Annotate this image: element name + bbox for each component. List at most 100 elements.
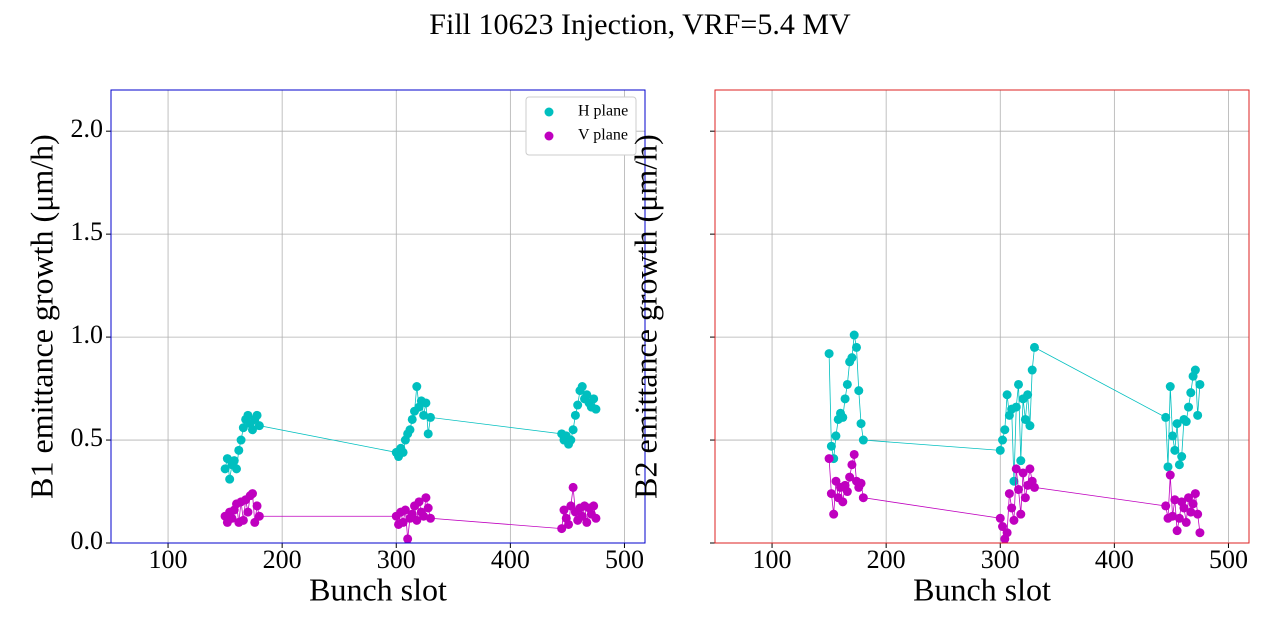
point bbox=[1002, 528, 1012, 538]
point bbox=[566, 501, 576, 511]
point bbox=[1165, 470, 1175, 480]
x-tick-label: 100 bbox=[149, 545, 188, 574]
point bbox=[400, 505, 410, 515]
point bbox=[1011, 402, 1021, 412]
point bbox=[1190, 365, 1200, 375]
point bbox=[589, 394, 599, 404]
point bbox=[407, 414, 417, 424]
point bbox=[1174, 460, 1184, 470]
point bbox=[557, 524, 567, 534]
point bbox=[247, 489, 257, 499]
point bbox=[1190, 489, 1200, 499]
point bbox=[1020, 493, 1030, 503]
legend-marker bbox=[544, 131, 554, 141]
point bbox=[1014, 379, 1024, 389]
point bbox=[254, 421, 264, 431]
point bbox=[589, 501, 599, 511]
x-tick-label: 500 bbox=[605, 545, 644, 574]
point bbox=[254, 511, 264, 521]
point bbox=[1016, 456, 1026, 466]
point bbox=[858, 435, 868, 445]
point bbox=[856, 478, 866, 488]
point bbox=[1193, 509, 1203, 519]
point bbox=[1193, 410, 1203, 420]
y-axis-label: B2 emittance growth (μm/h) bbox=[627, 134, 663, 499]
y-tick-label: 0.0 bbox=[71, 526, 104, 555]
x-tick-label: 200 bbox=[263, 545, 302, 574]
x-tick-label: 500 bbox=[1209, 545, 1248, 574]
point bbox=[423, 429, 433, 439]
point bbox=[421, 398, 431, 408]
point bbox=[1023, 390, 1033, 400]
point bbox=[1172, 419, 1182, 429]
point bbox=[831, 431, 841, 441]
point bbox=[851, 342, 861, 352]
point bbox=[1181, 517, 1191, 527]
point bbox=[845, 472, 855, 482]
x-axis-label: Bunch slot bbox=[309, 571, 447, 607]
legend-marker bbox=[544, 107, 554, 117]
point bbox=[1016, 509, 1026, 519]
point bbox=[1002, 390, 1012, 400]
point bbox=[1161, 501, 1171, 511]
point bbox=[1168, 511, 1178, 521]
point bbox=[573, 400, 583, 410]
point bbox=[858, 493, 868, 503]
point bbox=[1186, 507, 1196, 517]
point bbox=[243, 507, 253, 517]
point bbox=[1188, 499, 1198, 509]
point bbox=[236, 435, 246, 445]
point bbox=[425, 412, 435, 422]
point bbox=[229, 456, 239, 466]
point bbox=[1000, 425, 1010, 435]
point bbox=[252, 410, 262, 420]
point bbox=[419, 410, 429, 420]
point bbox=[1004, 489, 1014, 499]
point bbox=[831, 476, 841, 486]
x-tick-label: 400 bbox=[1095, 545, 1134, 574]
point bbox=[826, 441, 836, 451]
point bbox=[398, 517, 408, 527]
point bbox=[854, 386, 864, 396]
point bbox=[1186, 388, 1196, 398]
point bbox=[829, 509, 839, 519]
point bbox=[247, 425, 257, 435]
point bbox=[570, 410, 580, 420]
point bbox=[591, 513, 601, 523]
plot-frame bbox=[714, 89, 1250, 544]
point bbox=[995, 513, 1005, 523]
point bbox=[1170, 445, 1180, 455]
point bbox=[1009, 476, 1019, 486]
point bbox=[243, 410, 253, 420]
point bbox=[238, 423, 248, 433]
point bbox=[1025, 421, 1035, 431]
legend-box bbox=[525, 96, 637, 156]
point bbox=[568, 425, 578, 435]
point bbox=[407, 509, 417, 519]
point bbox=[568, 482, 578, 492]
point bbox=[419, 511, 429, 521]
point bbox=[582, 517, 592, 527]
y-axis-label: B1 emittance growth (μm/h) bbox=[23, 134, 59, 499]
point bbox=[995, 445, 1005, 455]
x-tick-label: 300 bbox=[981, 545, 1020, 574]
point bbox=[1029, 482, 1039, 492]
x-tick-label: 400 bbox=[491, 545, 530, 574]
point bbox=[838, 412, 848, 422]
point bbox=[840, 394, 850, 404]
point bbox=[559, 505, 569, 515]
point bbox=[222, 454, 232, 464]
point bbox=[403, 534, 413, 544]
y-tick-label: 0.5 bbox=[71, 423, 104, 452]
point bbox=[1177, 452, 1187, 462]
point bbox=[421, 493, 431, 503]
point bbox=[1168, 431, 1178, 441]
point bbox=[250, 517, 260, 527]
point bbox=[826, 489, 836, 499]
point bbox=[1161, 412, 1171, 422]
point bbox=[423, 503, 433, 513]
point bbox=[1009, 515, 1019, 525]
point bbox=[824, 454, 834, 464]
y-tick-label: 1.0 bbox=[71, 320, 104, 349]
legend-label: V plane bbox=[578, 127, 628, 144]
